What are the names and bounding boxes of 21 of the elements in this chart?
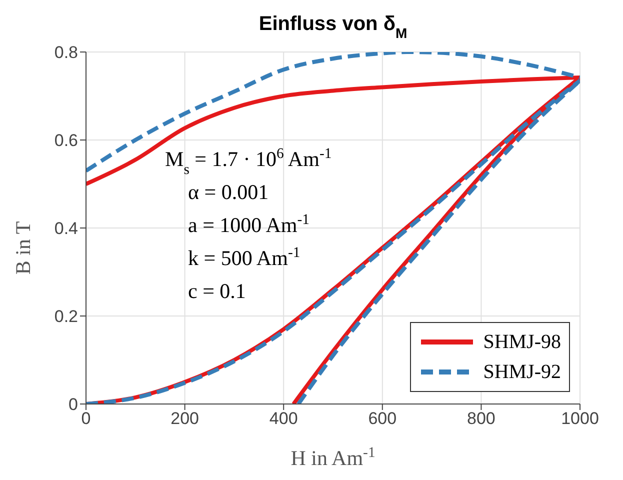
annotation: α = 0.001: [188, 180, 269, 204]
y-tick-label: 0.4: [54, 219, 78, 238]
y-tick-label: 0.8: [54, 43, 78, 62]
annotation: k = 500 Am$^{-1}$: [188, 245, 300, 270]
annotation: a = 1000 Am$^{-1}$: [188, 212, 310, 237]
x-tick-label: 0: [81, 409, 91, 428]
y-axis-title: B in T: [11, 221, 35, 275]
x-tick-label: 800: [467, 409, 496, 428]
x-axis-title: H in Am$^{-1}$: [290, 445, 376, 470]
y-tick-label: 0: [68, 395, 78, 414]
y-tick-label: 0.2: [54, 307, 78, 326]
x-tick-label: 1000: [561, 409, 599, 428]
legend-label: SHMJ-98: [483, 330, 561, 355]
annotation: M$_{s}$ = 1.7 · 10$^{6}$ Am$^{-1}$: [165, 146, 332, 178]
x-tick-label: 600: [368, 409, 397, 428]
y-tick-label: 0.6: [54, 131, 78, 150]
legend-label: SHMJ-92: [483, 360, 561, 385]
x-tick-label: 400: [269, 409, 298, 428]
x-tick-label: 200: [170, 409, 199, 428]
annotation: c = 0.1: [188, 279, 246, 303]
chart-title: Einfluss von δ$_{M}$: [258, 13, 408, 41]
